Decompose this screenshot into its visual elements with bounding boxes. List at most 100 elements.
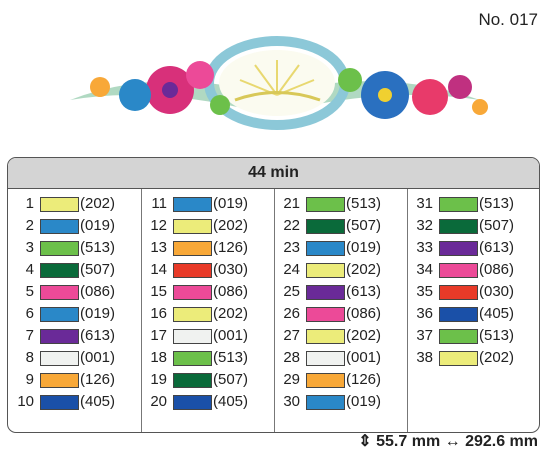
- thread-code: (202): [346, 261, 382, 278]
- color-swatch: [40, 241, 79, 256]
- thread-code: (613): [80, 327, 116, 344]
- thread-code: (507): [479, 217, 515, 234]
- thread-code: (019): [80, 305, 116, 322]
- embroidery-image: [70, 36, 488, 130]
- thread-code: (202): [213, 217, 249, 234]
- thread-code: (513): [479, 327, 515, 344]
- thread-number: 17: [150, 327, 167, 344]
- thread-code: (086): [213, 283, 249, 300]
- color-swatch: [439, 351, 478, 366]
- thread-code: (001): [80, 349, 116, 366]
- thread-number: 26: [283, 305, 300, 322]
- color-swatch: [173, 285, 212, 300]
- color-swatch: [40, 307, 79, 322]
- color-swatch: [439, 241, 478, 256]
- thread-number: 3: [25, 239, 34, 256]
- color-swatch: [306, 241, 345, 256]
- thread-number: 2: [25, 217, 34, 234]
- thread-number: 20: [150, 393, 167, 410]
- thread-code: (507): [213, 371, 249, 388]
- color-swatch: [173, 395, 212, 410]
- thread-number: 23: [283, 239, 300, 256]
- thread-number: 8: [25, 349, 34, 366]
- color-swatch: [306, 263, 345, 278]
- thread-code: (513): [80, 239, 116, 256]
- thread-code: (202): [213, 305, 249, 322]
- color-swatch: [173, 241, 212, 256]
- thread-number: 15: [150, 283, 167, 300]
- color-swatch: [306, 197, 345, 212]
- thread-code: (030): [479, 283, 515, 300]
- thread-code: (019): [346, 239, 382, 256]
- thread-number: 19: [150, 371, 167, 388]
- color-swatch: [40, 373, 79, 388]
- thread-code: (001): [346, 349, 382, 366]
- thread-number: 24: [283, 261, 300, 278]
- color-swatch: [439, 285, 478, 300]
- thread-number: 34: [416, 261, 433, 278]
- color-swatch: [40, 351, 79, 366]
- thread-number: 21: [283, 195, 300, 212]
- thread-code: (613): [346, 283, 382, 300]
- thread-code: (019): [213, 195, 249, 212]
- color-swatch: [173, 373, 212, 388]
- color-swatch: [306, 329, 345, 344]
- thread-number: 38: [416, 349, 433, 366]
- thread-code: (202): [479, 349, 515, 366]
- thread-code: (513): [479, 195, 515, 212]
- color-swatch: [40, 329, 79, 344]
- color-swatch: [306, 395, 345, 410]
- column-divider: [141, 189, 142, 432]
- color-swatch: [439, 197, 478, 212]
- thread-code: (086): [479, 261, 515, 278]
- thread-number: 31: [416, 195, 433, 212]
- color-swatch: [173, 307, 212, 322]
- thread-number: 14: [150, 261, 167, 278]
- color-swatch: [439, 263, 478, 278]
- color-swatch: [40, 395, 79, 410]
- thread-code: (405): [479, 305, 515, 322]
- thread-code: (513): [213, 349, 249, 366]
- thread-number: 1: [25, 195, 34, 212]
- color-swatch: [439, 219, 478, 234]
- thread-number: 30: [283, 393, 300, 410]
- color-swatch: [40, 285, 79, 300]
- color-swatch: [40, 219, 79, 234]
- dimensions: ⇕ 55.7 mm ↔ 292.6 mm: [358, 433, 538, 450]
- thread-code: (202): [80, 195, 116, 212]
- thread-number: 28: [283, 349, 300, 366]
- thread-number: 25: [283, 283, 300, 300]
- thread-number: 27: [283, 327, 300, 344]
- thread-number: 18: [150, 349, 167, 366]
- thread-number: 33: [416, 239, 433, 256]
- color-swatch: [306, 219, 345, 234]
- thread-code: (513): [346, 195, 382, 212]
- thread-number: 32: [416, 217, 433, 234]
- color-swatch: [173, 219, 212, 234]
- color-swatch: [40, 263, 79, 278]
- thread-code: (126): [80, 371, 116, 388]
- thread-number: 6: [25, 305, 34, 322]
- thread-code: (613): [479, 239, 515, 256]
- table-header: 44 min: [8, 158, 539, 189]
- thread-code: (001): [213, 327, 249, 344]
- color-swatch: [173, 263, 212, 278]
- thread-number: 22: [283, 217, 300, 234]
- thread-number: 5: [25, 283, 34, 300]
- thread-number: 36: [416, 305, 433, 322]
- thread-number: 37: [416, 327, 433, 344]
- thread-number: 29: [283, 371, 300, 388]
- thread-code: (507): [80, 261, 116, 278]
- thread-number: 10: [17, 393, 34, 410]
- thread-number: 9: [25, 371, 34, 388]
- color-swatch: [439, 329, 478, 344]
- thread-code: (030): [213, 261, 249, 278]
- color-swatch: [306, 373, 345, 388]
- color-swatch: [306, 307, 345, 322]
- color-swatch: [173, 329, 212, 344]
- thread-number: 4: [25, 261, 34, 278]
- color-swatch: [173, 197, 212, 212]
- design-number: No. 017: [478, 10, 538, 29]
- thread-number: 35: [416, 283, 433, 300]
